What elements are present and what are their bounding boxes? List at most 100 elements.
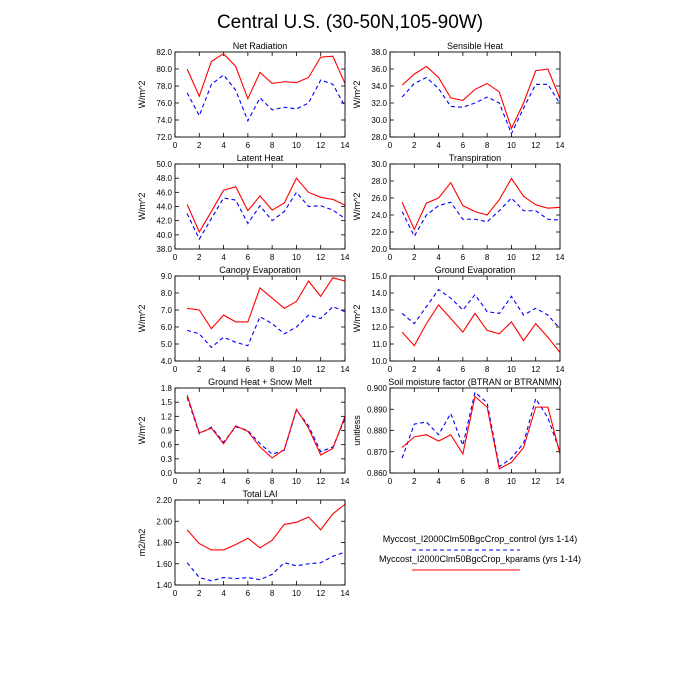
x-tick-label: 14 xyxy=(341,253,350,262)
y-tick-label: 5.0 xyxy=(161,340,173,349)
x-tick-label: 8 xyxy=(485,477,490,486)
y-tick-label: 44.0 xyxy=(156,203,172,212)
series-line xyxy=(401,395,561,470)
panel: Canopy Evaporation W/m^2 4.0 5.0 6.0 7.0 8.0 9.… xyxy=(137,265,350,374)
y-tick-label: 32.0 xyxy=(371,99,387,108)
y-tick-label: 42.0 xyxy=(156,217,172,226)
x-tick-label: 10 xyxy=(292,365,301,374)
series-line xyxy=(186,305,346,349)
plot-frame xyxy=(174,51,346,138)
x-tick-label: 14 xyxy=(341,477,350,486)
panel-title: Latent Heat xyxy=(237,153,284,163)
y-tick-label: 4.0 xyxy=(161,357,173,366)
panel-title: Canopy Evaporation xyxy=(219,265,301,275)
y-tick-label: 7.0 xyxy=(161,306,173,315)
x-tick-label: 4 xyxy=(436,141,441,150)
series-line xyxy=(187,277,346,330)
y-tick-label: 1.8 xyxy=(161,384,173,393)
y-tick-label: 10.0 xyxy=(371,357,387,366)
y-tick-label: 40.0 xyxy=(156,231,172,240)
y-axis-label: W/m^2 xyxy=(352,305,362,333)
y-axis-label: W/m^2 xyxy=(352,193,362,221)
y-tick-label: 2.00 xyxy=(156,517,172,526)
y-tick-label: 38.0 xyxy=(156,245,172,254)
y-tick-label: 30.0 xyxy=(371,160,387,169)
y-tick-label: 1.80 xyxy=(156,539,172,548)
x-tick-label: 10 xyxy=(507,141,516,150)
x-tick-label: 10 xyxy=(292,141,301,150)
x-tick-label: 6 xyxy=(246,253,251,262)
x-tick-label: 8 xyxy=(485,365,490,374)
y-tick-label: 0.880 xyxy=(367,427,388,436)
y-tick-label: 22.0 xyxy=(371,228,387,237)
y-tick-label: 13.0 xyxy=(371,306,387,315)
y-axis-label: m2/m2 xyxy=(137,529,147,557)
x-tick-label: 6 xyxy=(461,253,466,262)
panel: Sensible Heat W/m^2 28.0 30.0 32.0 34.0 36.0 38… xyxy=(352,41,565,150)
x-tick-label: 10 xyxy=(292,253,301,262)
series-line xyxy=(401,197,561,238)
x-tick-label: 0 xyxy=(173,365,178,374)
x-tick-label: 6 xyxy=(246,365,251,374)
x-tick-label: 6 xyxy=(461,477,466,486)
x-tick-label: 12 xyxy=(531,141,540,150)
x-tick-label: 0 xyxy=(388,141,393,150)
y-tick-label: 20.0 xyxy=(371,245,387,254)
x-tick-label: 4 xyxy=(436,477,441,486)
y-tick-label: 34.0 xyxy=(371,82,387,91)
legend-label: Myccost_I2000Clm50BgcCrop_kparams (yrs 1… xyxy=(379,554,581,564)
x-tick-label: 2 xyxy=(197,589,202,598)
series-line xyxy=(401,65,561,130)
y-tick-label: 28.0 xyxy=(371,177,387,186)
x-tick-label: 0 xyxy=(388,253,393,262)
y-tick-label: 15.0 xyxy=(371,272,387,281)
y-tick-label: 50.0 xyxy=(156,160,172,169)
x-tick-label: 14 xyxy=(341,141,350,150)
x-tick-label: 2 xyxy=(412,253,417,262)
x-tick-label: 4 xyxy=(221,589,226,598)
x-tick-label: 12 xyxy=(316,141,325,150)
y-tick-label: 1.2 xyxy=(161,412,173,421)
x-tick-label: 0 xyxy=(173,477,178,486)
series-line xyxy=(186,177,346,234)
y-tick-label: 0.6 xyxy=(161,441,173,450)
x-tick-label: 12 xyxy=(316,477,325,486)
y-tick-label: 48.0 xyxy=(156,174,172,183)
panel-title: Soil moisture factor (BTRAN or BTRANMN) xyxy=(388,377,562,387)
panel-title: Ground Evaporation xyxy=(435,265,516,275)
y-tick-label: 1.5 xyxy=(161,398,173,407)
x-tick-label: 0 xyxy=(173,589,178,598)
x-tick-label: 4 xyxy=(436,253,441,262)
x-tick-label: 6 xyxy=(461,365,466,374)
x-tick-label: 6 xyxy=(246,589,251,598)
y-axis-label: W/m^2 xyxy=(137,81,147,109)
plot-frame xyxy=(389,51,561,138)
y-tick-label: 82.0 xyxy=(156,48,172,57)
series-line xyxy=(401,391,561,468)
series-line xyxy=(186,52,346,101)
x-tick-label: 14 xyxy=(556,365,565,374)
x-tick-label: 14 xyxy=(556,253,565,262)
x-tick-label: 2 xyxy=(197,253,202,262)
y-tick-label: 30.0 xyxy=(371,116,387,125)
y-tick-label: 14.0 xyxy=(371,289,387,298)
panel: Total LAI m2/m2 1.40 1.60 1.80 2.00 2.20 0 2 4 6 8 1… xyxy=(137,489,350,598)
x-tick-label: 12 xyxy=(316,589,325,598)
x-tick-label: 0 xyxy=(173,253,178,262)
panel-title: Sensible Heat xyxy=(447,41,504,51)
x-tick-label: 10 xyxy=(507,477,516,486)
x-tick-label: 8 xyxy=(485,141,490,150)
series-line xyxy=(186,394,346,459)
y-tick-label: 26.0 xyxy=(371,194,387,203)
x-tick-label: 14 xyxy=(341,589,350,598)
panel-title: Net Radiation xyxy=(233,41,288,51)
legend-label: Myccost_I2000Clm50BgcCrop_control (yrs 1… xyxy=(383,534,578,544)
y-axis-label: W/m^2 xyxy=(137,193,147,221)
y-tick-label: 46.0 xyxy=(156,188,172,197)
plot-frame xyxy=(174,163,346,250)
x-tick-label: 8 xyxy=(270,141,275,150)
x-tick-label: 8 xyxy=(485,253,490,262)
y-tick-label: 0.3 xyxy=(161,455,173,464)
x-tick-label: 14 xyxy=(556,141,565,150)
